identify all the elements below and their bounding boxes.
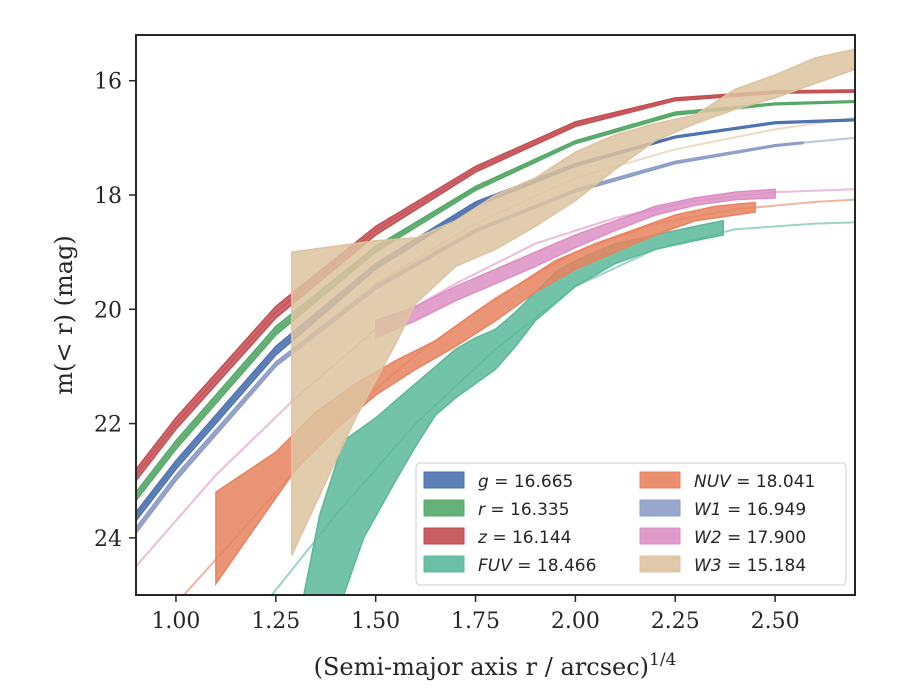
legend-label-g: g = 16.665 (478, 472, 573, 492)
x-axis: 1.00 1.25 1.50 1.75 2.00 2.25 2.50 (151, 595, 800, 634)
plot-frame (135, 34, 856, 596)
y-tick-label: 22 (94, 413, 122, 438)
legend-label-w2: W2 = 17.900 (694, 528, 806, 548)
x-tick-label: 2.50 (751, 609, 800, 634)
x-tick-label: 2.00 (551, 609, 600, 634)
x-tick-label: 1.50 (351, 609, 400, 634)
x-tick-label: 2.25 (651, 609, 700, 634)
legend-label-nuv: NUV = 18.041 (694, 472, 815, 492)
y-tick-label: 18 (94, 184, 122, 209)
x-tick-label: 1.25 (251, 609, 300, 634)
legend-label-w1: W1 = 16.949 (694, 500, 806, 520)
band-w2 (374, 188, 776, 340)
legend-label-r: r = 16.335 (478, 500, 570, 520)
legend-swatch-fuv (423, 555, 465, 573)
x-axis-label: (Semi-major axis r / arcsec)1/4 (314, 650, 677, 681)
legend-swatch-w2 (639, 527, 681, 545)
legend-swatch-w1 (639, 499, 681, 517)
x-axis-label-superscript: 1/4 (649, 650, 676, 670)
y-axis: 16 18 20 22 24 (94, 70, 136, 552)
band-z (136, 89, 855, 482)
legend-label-fuv: FUV = 18.466 (478, 556, 596, 576)
x-axis-label-main: (Semi-major axis r / arcsec) (314, 653, 649, 681)
y-tick-label: 20 (94, 298, 122, 323)
plot-area (136, 48, 855, 595)
band-fuv (303, 219, 724, 595)
x-tick-label: 1.00 (151, 609, 200, 634)
legend-box (415, 462, 847, 586)
y-tick-label: 16 (94, 70, 122, 95)
legend-swatch-g (423, 471, 465, 489)
x-tick-label: 1.75 (451, 609, 500, 634)
band-w3 (291, 48, 855, 556)
legend-label-z: z = 16.144 (477, 528, 571, 548)
legend-label-w3: W3 = 15.184 (694, 556, 806, 576)
legend-swatch-nuv (639, 471, 681, 489)
legend-swatch-w3 (639, 555, 681, 573)
legend: g = 16.665 r = 16.335 z = 16.144 FUV = 18.4… (415, 462, 847, 586)
y-axis-label: m(< r) (mag) (50, 235, 78, 394)
y-tick-label: 24 (94, 527, 122, 552)
legend-swatch-r (423, 499, 465, 517)
legend-swatch-z (423, 527, 465, 545)
